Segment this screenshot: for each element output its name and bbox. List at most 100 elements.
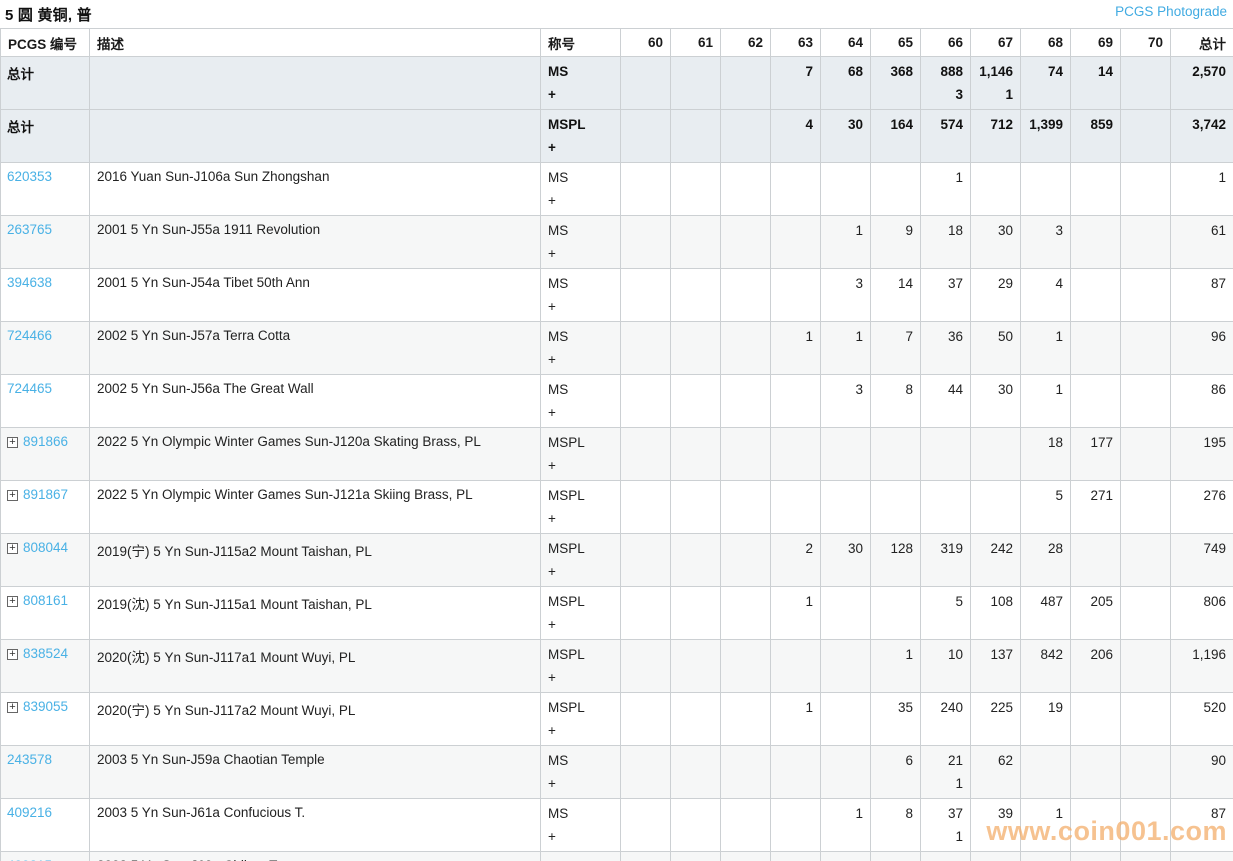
grade-68-cell: 1 [1020, 374, 1071, 428]
grade-65-cell [870, 480, 921, 534]
pcgs-number-link[interactable]: 808044 [23, 540, 69, 555]
grade-61-cell [670, 480, 721, 534]
col-header-grade-66: 66 [920, 28, 971, 57]
grade-65-cell [870, 162, 921, 216]
total-row-label: 总计 [7, 120, 34, 135]
designation-line2: + [548, 511, 556, 526]
designation-cell: MSPL + [540, 586, 621, 640]
expand-plus-icon[interactable]: + [7, 437, 18, 448]
pcgs-number-link[interactable]: 808161 [23, 593, 69, 608]
designation-cell: MSPL + [540, 692, 621, 746]
grade-66-cell: 19 [920, 851, 971, 861]
grade-64-cell: 30 [820, 109, 871, 163]
table-row: +839055 2020(宁) 5 Yn Sun-J117a2 Mount Wu… [0, 692, 1233, 746]
grade-66-cell: 319 [920, 533, 971, 587]
expand-plus-icon[interactable]: + [7, 543, 18, 554]
grade-66-cell [920, 427, 971, 481]
grade-65-cell: 35 [870, 692, 921, 746]
expand-plus-icon[interactable]: + [7, 702, 18, 713]
grade-61-cell [670, 586, 721, 640]
pcgs-number-link[interactable]: 243578 [7, 752, 53, 767]
designation-line1: MS [548, 64, 569, 79]
pcgs-number-link[interactable]: 620353 [7, 169, 53, 184]
table-row: 394638 2001 5 Yn Sun-J54a Tibet 50th Ann… [0, 268, 1233, 322]
pcgs-number-link[interactable]: 409215 [7, 858, 52, 861]
pcgs-number-link[interactable]: 839055 [23, 699, 69, 714]
grade-67-cell: 39 [970, 798, 1021, 852]
designation-cell: MSPL + [540, 109, 621, 163]
pcgs-number-link[interactable]: 394638 [7, 275, 53, 290]
grade-69-cell [1070, 851, 1121, 861]
coin-description: 2001 5 Yn Sun-J54a Tibet 50th Ann [89, 268, 541, 322]
table-row: +891866 2022 5 Yn Olympic Winter Games S… [0, 427, 1233, 481]
grade-69-cell [1070, 745, 1121, 799]
grade-63-cell: 1 [770, 692, 821, 746]
grade-70-cell [1120, 639, 1171, 693]
col-header-grade-63: 63 [770, 28, 821, 57]
grade-64-cell: 1 [820, 321, 871, 375]
grade-68-cell: 74 [1020, 56, 1071, 110]
designation-line2: + [548, 140, 556, 155]
coin-description [89, 56, 541, 110]
pcgs-number-cell: +808044 [0, 533, 90, 587]
photograde-link[interactable]: PCGS Photograde [1115, 4, 1227, 19]
row-total-cell: 276 [1170, 480, 1233, 534]
row-total-cell: 3,742 [1170, 109, 1233, 163]
pcgs-number-link[interactable]: 891867 [23, 487, 69, 502]
grade-62-cell [720, 321, 771, 375]
grade-66-cell: 36 [920, 321, 971, 375]
grade-60-cell [620, 268, 671, 322]
designation-line1: MS [548, 806, 569, 821]
grade-68-cell [1020, 851, 1071, 861]
pcgs-number-link[interactable]: 891866 [23, 434, 69, 449]
grade-60-cell [620, 56, 671, 110]
grade-65-cell [870, 586, 921, 640]
grade-63-cell: 4 [770, 109, 821, 163]
grade-64-cell [820, 162, 871, 216]
col-header-grade-62: 62 [720, 28, 771, 57]
table-row: +808161 2019(沈) 5 Yn Sun-J115a1 Mount Ta… [0, 586, 1233, 640]
grade-61-cell [670, 745, 721, 799]
grade-65-cell: 8 [870, 798, 921, 852]
top-bar: 5 圆 黄铜, 普 PCGS Photograde [0, 0, 1233, 28]
grade-67-cell [970, 162, 1021, 216]
grade-69-cell: 271 [1070, 480, 1121, 534]
pcgs-number-cell: 总计 [0, 56, 90, 110]
grade-69-cell [1070, 162, 1121, 216]
col-header-grade-65: 65 [870, 28, 921, 57]
pcgs-number-link[interactable]: 838524 [23, 646, 69, 661]
pcgs-number-cell: 394638 [0, 268, 90, 322]
pcgs-number-link[interactable]: 409216 [7, 805, 53, 820]
grade-63-cell: 7 [770, 56, 821, 110]
pcgs-number-link[interactable]: 263765 [7, 222, 53, 237]
designation-line2: + [548, 299, 556, 314]
grade-63-cell [770, 745, 821, 799]
pcgs-number-cell: +891867 [0, 480, 90, 534]
row-total-cell: 520 [1170, 692, 1233, 746]
grade-63-cell [770, 268, 821, 322]
row-total-cell: 195 [1170, 427, 1233, 481]
grade-66-cell: 18 [920, 215, 971, 269]
grade-67-cell: 30 [970, 374, 1021, 428]
designation-line2: + [548, 246, 556, 261]
grade-60-cell [620, 374, 671, 428]
grade-65-cell: 128 [870, 533, 921, 587]
grade-68-cell: 5 [1020, 480, 1071, 534]
table-row: 243578 2003 5 Yn Sun-J59a Chaotian Templ… [0, 745, 1233, 799]
grade-62-cell [720, 851, 771, 861]
grade-60-cell [620, 851, 671, 861]
grade-62-cell [720, 745, 771, 799]
pcgs-number-link[interactable]: 724465 [7, 381, 53, 396]
grade-67-cell: 50 [970, 321, 1021, 375]
grade-64-cell: 1 [820, 798, 871, 852]
designation-line2: + [548, 617, 556, 632]
grade-61-cell [670, 692, 721, 746]
grade-63-cell [770, 162, 821, 216]
grade-70-cell [1120, 533, 1171, 587]
expand-plus-icon[interactable]: + [7, 596, 18, 607]
expand-plus-icon[interactable]: + [7, 649, 18, 660]
designation-cell: MS + [540, 745, 621, 799]
grade-62-cell [720, 268, 771, 322]
pcgs-number-link[interactable]: 724466 [7, 328, 53, 343]
expand-plus-icon[interactable]: + [7, 490, 18, 501]
